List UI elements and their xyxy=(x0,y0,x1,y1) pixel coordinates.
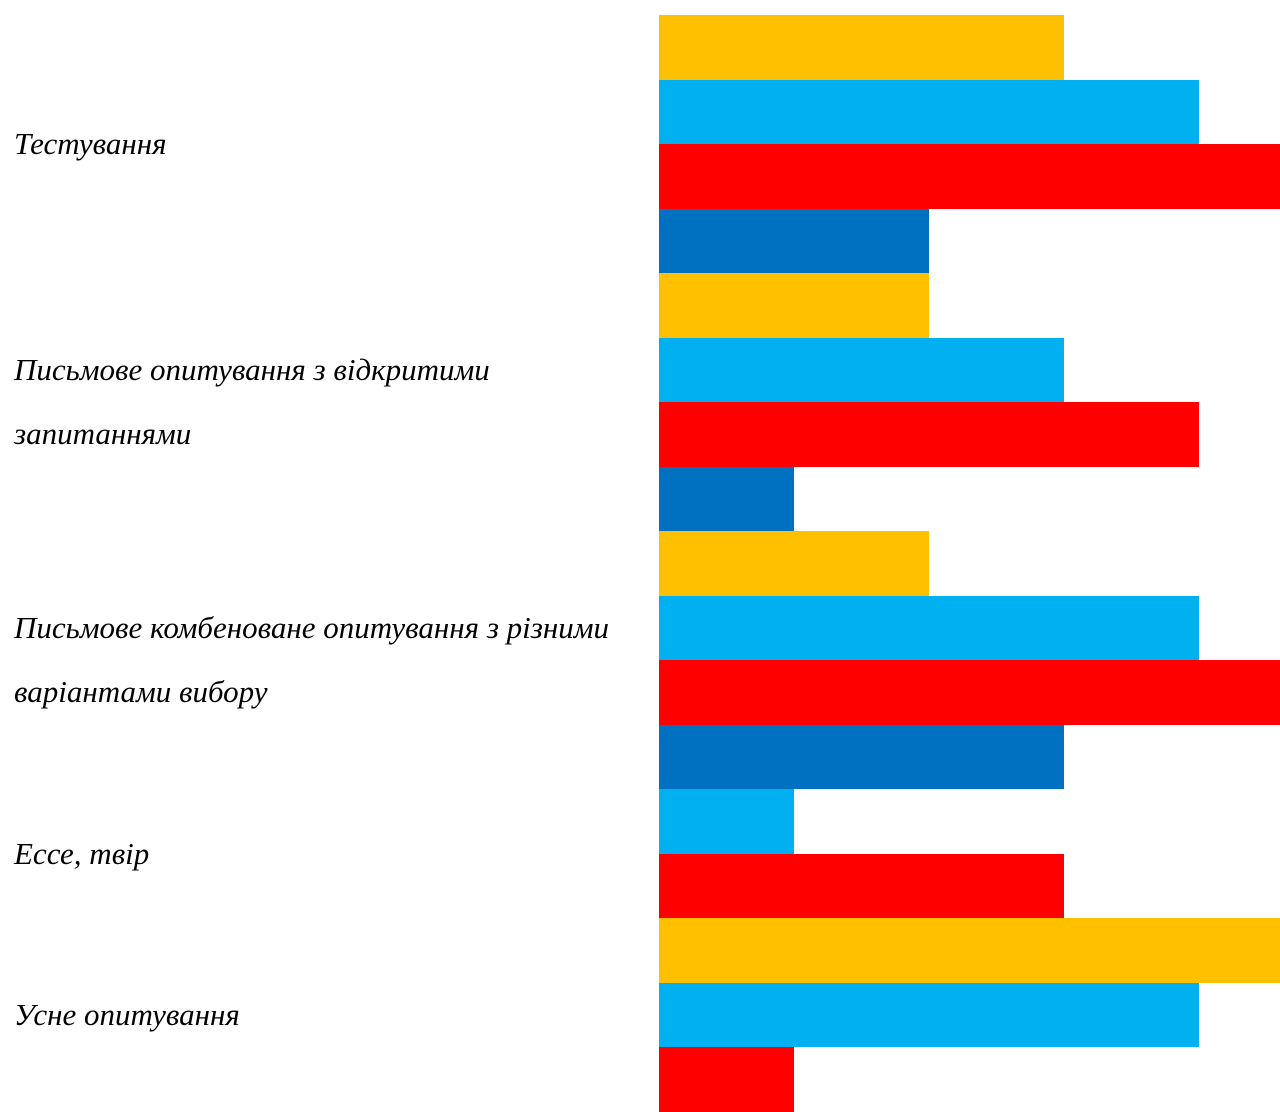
bar-2-1 xyxy=(659,596,1199,660)
category-label-written-open: Письмове опитування з відкритими запитан… xyxy=(14,352,490,451)
bar-4-1 xyxy=(659,983,1199,1047)
bar-0-3 xyxy=(659,209,929,273)
category-label-essay: Ессе, твір xyxy=(14,836,150,871)
bar-1-0 xyxy=(659,273,929,338)
bar-1-1 xyxy=(659,338,1064,402)
bar-3-0 xyxy=(659,789,794,854)
bar-2-3 xyxy=(659,725,1064,789)
bar-0-2 xyxy=(659,144,1280,209)
bar-4-0 xyxy=(659,918,1280,983)
category-label-testing: Тестування xyxy=(14,126,167,161)
category-label-written-combined: Письмове комбеноване опитування з різним… xyxy=(14,610,610,709)
bar-4-2 xyxy=(659,1047,794,1112)
bar-0-1 xyxy=(659,80,1199,144)
bar-2-0 xyxy=(659,531,929,596)
bar-2-2 xyxy=(659,660,1280,725)
bar-1-3 xyxy=(659,467,794,531)
bar-3-1 xyxy=(659,854,1064,918)
bar-0-0 xyxy=(659,15,1064,80)
category-label-oral: Усне опитування xyxy=(14,997,240,1032)
bar-1-2 xyxy=(659,402,1199,467)
